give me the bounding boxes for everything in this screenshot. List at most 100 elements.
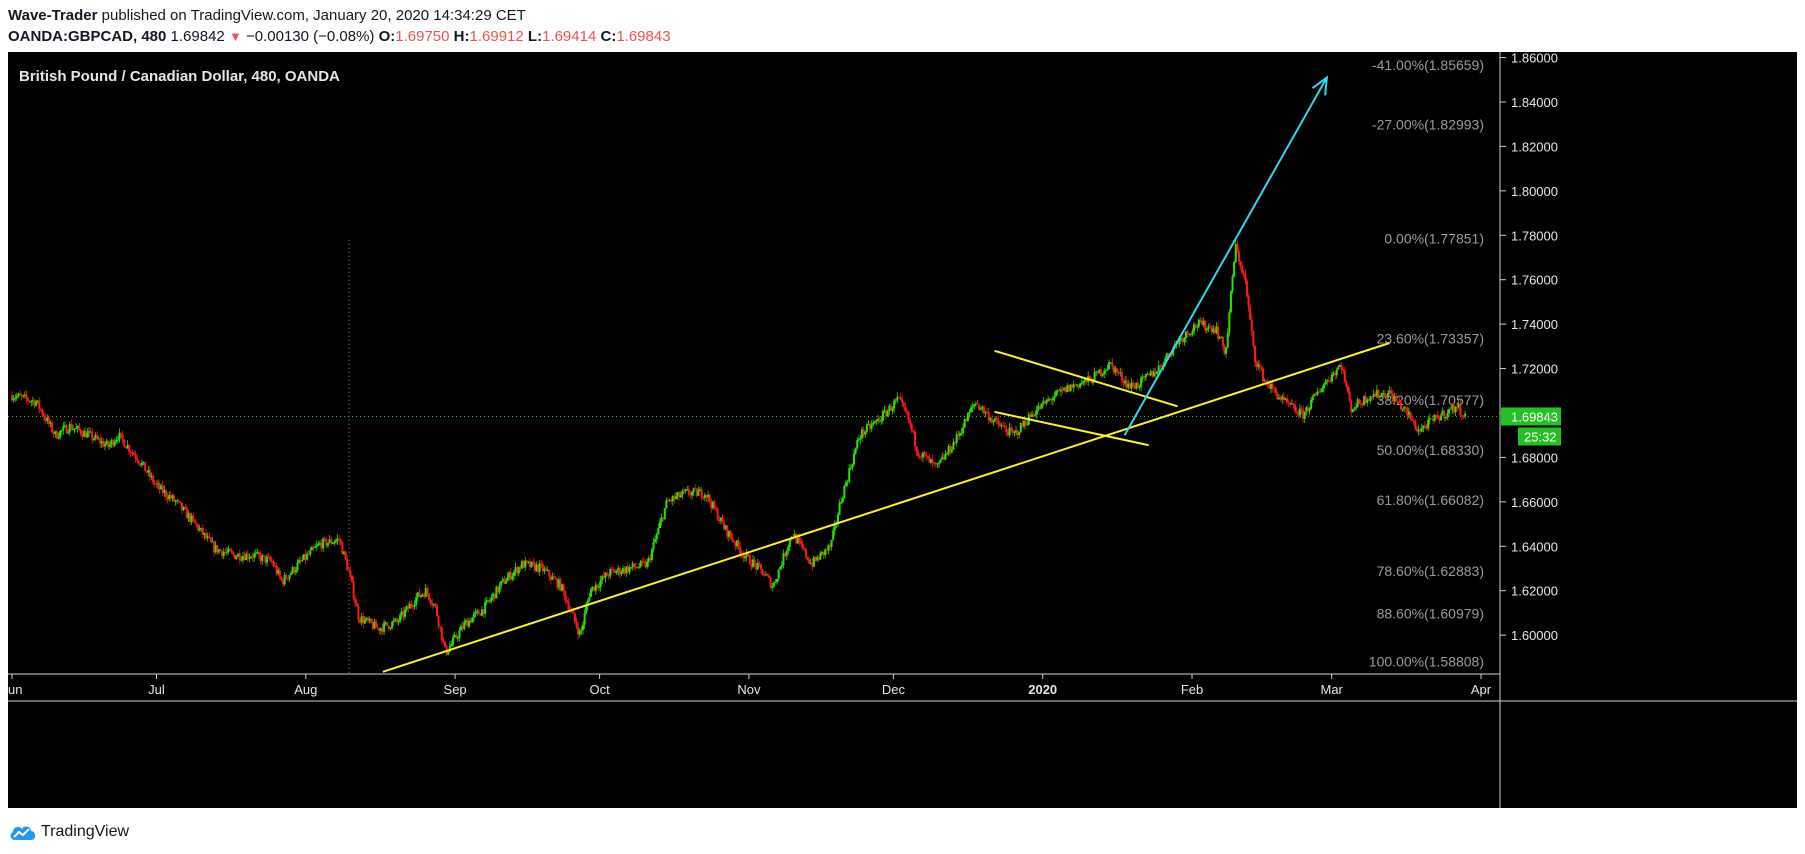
- candle-body: [171, 495, 174, 499]
- candle-body: [508, 572, 511, 578]
- candle-body: [942, 456, 945, 460]
- candle-body: [1414, 420, 1417, 430]
- candle-body: [1403, 407, 1406, 409]
- candle-body: [1284, 398, 1287, 400]
- candle-body: [384, 622, 387, 624]
- candle-body: [172, 495, 175, 502]
- fib-level-label: 88.60%(1.60979): [1377, 605, 1484, 621]
- candle-body: [1008, 427, 1011, 436]
- candle-body: [1239, 261, 1242, 266]
- candle-body: [719, 517, 722, 521]
- candle-body: [1250, 319, 1253, 332]
- tradingview-cloud-icon[interactable]: [8, 822, 38, 842]
- candle-body: [198, 528, 201, 531]
- candle-body: [649, 558, 652, 561]
- candle-body: [227, 548, 230, 552]
- candle-body: [399, 614, 402, 622]
- candle-body: [257, 552, 260, 556]
- candle-body: [800, 540, 803, 544]
- candle-body: [828, 545, 831, 548]
- candle-body: [1021, 422, 1024, 427]
- candle-body: [771, 586, 774, 588]
- candle-body: [604, 572, 607, 578]
- candle-body: [1096, 371, 1099, 374]
- candle-body: [1000, 425, 1003, 427]
- candle-body: [1391, 393, 1394, 402]
- price-chart[interactable]: 1.600001.620001.640001.660001.680001.700…: [8, 52, 1797, 808]
- candle-body: [673, 496, 676, 499]
- candle-body: [660, 517, 663, 523]
- candle-body: [182, 506, 185, 511]
- candle-body: [989, 418, 992, 421]
- candle-body: [588, 596, 591, 601]
- candle-body: [121, 434, 124, 440]
- candle-body: [453, 634, 456, 638]
- candle-body: [883, 410, 886, 412]
- candle-body: [158, 483, 161, 490]
- candle-body: [181, 502, 184, 511]
- candle-body: [1128, 383, 1131, 389]
- candle-body: [1228, 312, 1231, 333]
- candle-body: [15, 396, 18, 398]
- candle-body: [1374, 393, 1377, 397]
- candle-body: [1441, 410, 1444, 416]
- candle-body: [509, 572, 512, 580]
- candle-body: [870, 424, 873, 429]
- candle-body: [1079, 383, 1082, 388]
- candle-body: [599, 580, 602, 587]
- candle-body: [1382, 393, 1385, 395]
- candle-body: [458, 630, 461, 638]
- candle-body: [1088, 376, 1091, 379]
- candle-body: [485, 600, 488, 603]
- candle-body: [1136, 382, 1139, 388]
- candle-body: [89, 431, 92, 433]
- candle-body: [1082, 381, 1085, 384]
- candle-body: [909, 419, 912, 424]
- candle-body: [888, 405, 891, 412]
- candle-body: [1133, 386, 1136, 389]
- candle-body: [272, 561, 275, 566]
- candle-body: [1191, 331, 1194, 334]
- candle-body: [1220, 336, 1223, 338]
- candle-body: [407, 606, 410, 609]
- candle-body: [703, 494, 706, 498]
- candle-body: [1197, 319, 1200, 327]
- candle-body: [1366, 399, 1369, 403]
- tradingview-brand[interactable]: TradingView: [41, 823, 130, 840]
- candle-body: [1064, 387, 1067, 393]
- candle-body: [480, 609, 483, 616]
- candle-body: [1244, 273, 1247, 281]
- candle-body: [918, 456, 921, 458]
- candle-body: [1217, 326, 1220, 339]
- candle-body: [836, 514, 839, 523]
- candle-body: [493, 593, 496, 599]
- candle-body: [1124, 380, 1127, 384]
- candle-body: [1404, 407, 1407, 409]
- candle-body: [609, 569, 612, 577]
- candle-body: [1330, 374, 1333, 382]
- candle-body: [190, 515, 193, 523]
- candle-body: [456, 637, 459, 639]
- candle-body: [1412, 420, 1415, 422]
- candle-body: [901, 399, 904, 403]
- candle-body: [370, 618, 373, 623]
- candle-body: [561, 584, 564, 591]
- publish-info: Wave-Trader published on TradingView.com…: [8, 7, 526, 24]
- candle-body: [750, 564, 753, 567]
- candle-body: [1385, 397, 1388, 399]
- candle-body: [1034, 414, 1037, 416]
- candle-body: [1270, 384, 1273, 389]
- candle-body: [1093, 372, 1096, 383]
- candle-body: [1037, 406, 1040, 410]
- candle-body: [1350, 401, 1353, 413]
- candle-body: [676, 492, 679, 497]
- chart-panel[interactable]: 1.600001.620001.640001.660001.680001.700…: [8, 52, 1797, 808]
- candle-body: [1100, 369, 1103, 376]
- candle-body: [1132, 382, 1135, 387]
- candle-body: [1209, 326, 1212, 328]
- candle-body: [1231, 276, 1234, 292]
- author-name[interactable]: Wave-Trader: [8, 7, 98, 24]
- candle-body: [885, 410, 888, 417]
- candle-body: [197, 524, 200, 531]
- candle-body: [814, 557, 817, 561]
